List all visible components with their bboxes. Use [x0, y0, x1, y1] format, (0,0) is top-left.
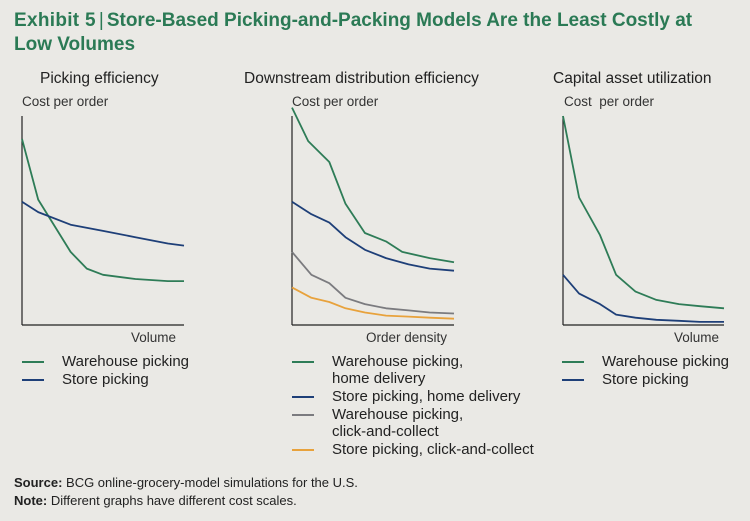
legend-item: Store picking [562, 371, 729, 388]
note-line: Note: Different graphs have different co… [14, 492, 358, 510]
note-label: Note: [14, 493, 48, 508]
exhibit-heading: Store-Based Picking-and-Packing Models A… [14, 10, 693, 55]
series-line-2-store-picking [562, 274, 724, 323]
series-line-1-warehouse-picking-home-delivery [291, 107, 455, 264]
y-axis-label-capital: Cost per order [564, 94, 655, 109]
series-line-1-warehouse-picking-click-and-collect [291, 251, 455, 315]
exhibit-title: Exhibit 5 | Store-Based Picking-and-Packin… [14, 9, 734, 57]
series-line-0-store-picking [21, 200, 185, 247]
legend-swatch [22, 379, 44, 381]
x-axis-label-downstream: Order density [366, 330, 448, 345]
legend-swatch [292, 361, 314, 363]
chart-title-picking: Picking efficiency [40, 70, 159, 87]
legend-swatch [562, 379, 584, 381]
legend-swatch [292, 449, 314, 451]
series-line-1-store-picking-click-and-collect [291, 286, 455, 320]
source-text: BCG online-grocery-model simulations for… [62, 475, 358, 490]
note-text: Different graphs have different cost sca… [47, 493, 297, 508]
footer: Source: BCG online-grocery-model simulat… [14, 474, 358, 510]
legend-label: Store picking, home delivery [332, 388, 521, 405]
legend-item: Warehouse picking [562, 353, 729, 370]
chart-title-downstream: Downstream distribution efficiency [244, 70, 479, 87]
legend-label: Store picking, click-and-collect [332, 441, 534, 458]
legend-item: Store picking [22, 371, 189, 388]
legend-label: click-and-collect [332, 423, 439, 440]
legend-label: Store picking [602, 371, 689, 388]
legend-swatch [22, 361, 44, 363]
legend-label: Warehouse picking, [332, 406, 464, 423]
title-separator: | [98, 10, 104, 31]
legend-label: Store picking [62, 371, 149, 388]
legend-label: Warehouse picking, [332, 353, 464, 370]
legend-swatch [292, 396, 314, 398]
legend-picking: Warehouse picking Store picking [22, 353, 189, 389]
x-axis-label-picking: Volume [131, 330, 177, 345]
series-line-0-warehouse-picking [21, 138, 184, 283]
legend-label: home delivery [332, 370, 426, 387]
source-label: Source: [14, 475, 63, 490]
y-axis-label-picking: Cost per order [22, 94, 109, 109]
legend-capital: Warehouse picking Store picking [562, 353, 729, 389]
legend-label: Warehouse picking [602, 353, 730, 370]
series-line-1-store-picking-home-delivery [291, 200, 455, 272]
legend-item: Warehouse picking [22, 353, 189, 370]
legend-item: Warehouse picking, click-and-collect [292, 406, 534, 440]
legend-item: Store picking, home delivery [292, 388, 534, 405]
x-axis-label-capital: Volume [674, 330, 720, 345]
legend-swatch [292, 414, 314, 416]
legend-item: Warehouse picking, home delivery [292, 353, 534, 387]
legend-item: Store picking, click-and-collect [292, 441, 534, 458]
y-axis-label-downstream: Cost per order [292, 94, 379, 109]
legend-label: Warehouse picking [62, 353, 190, 370]
source-line: Source: BCG online-grocery-model simulat… [14, 474, 358, 492]
legend-downstream: Warehouse picking, home delivery Store pic… [292, 353, 534, 459]
exhibit-number: Exhibit 5 [14, 10, 96, 31]
series-line-2-warehouse-picking [562, 115, 725, 310]
chart-title-capital: Capital asset utilization [553, 70, 712, 87]
legend-swatch [562, 361, 584, 363]
